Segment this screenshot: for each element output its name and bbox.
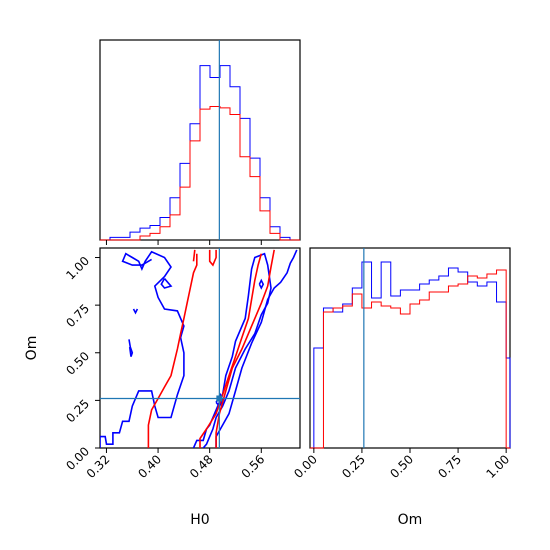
contour-blue-4 (215, 249, 298, 448)
contour-red-4 (192, 249, 196, 262)
om-hist-x-tick-label: 0.25 (339, 452, 368, 481)
contour-x-tick-label: 0.40 (135, 452, 164, 481)
x-axis-label-h0: H0 (190, 512, 209, 528)
om-hist-x-tick-label: 0.00 (291, 452, 320, 481)
om-histogram-panel: 0.00 0.25 0.50 0.75 1.00 Om (291, 247, 512, 528)
h0-histogram-series-red (100, 106, 300, 241)
om-hist-x-tick-label: 0.50 (387, 452, 416, 481)
contour-red-1 (199, 253, 263, 448)
h0-histogram-panel (99, 39, 301, 245)
contour-red-0 (147, 253, 198, 448)
om-hist-x-tick-label: 1.00 (483, 452, 512, 481)
contour-y-tick-label: 0.25 (63, 397, 92, 426)
contour-y-tick-label: 1.00 (63, 254, 92, 283)
om-hist-x-tick-label: 0.75 (435, 452, 464, 481)
y-axis-label-om: Om (24, 336, 40, 361)
contour-y-tick-label: 0.50 (63, 349, 92, 378)
contour-blue-6 (258, 278, 265, 290)
contour-x-tick-label: 0.48 (187, 452, 216, 481)
contour-blue-0 (100, 250, 185, 448)
om-histogram-series-red (310, 269, 510, 449)
x-axis-label-om: Om (398, 512, 423, 528)
om-histogram-series-blue (310, 261, 511, 449)
contour-blue-2 (128, 339, 134, 357)
contour-clip-group (100, 248, 300, 448)
h0-histogram-series-blue (100, 65, 300, 241)
h0-histogram-frame (99, 39, 301, 241)
contour-x-tick-label: 0.56 (239, 452, 268, 481)
contour-blue-1 (160, 277, 173, 289)
contour-red-3 (208, 249, 217, 267)
h0-om-contour-panel: 0.32 0.40 0.48 0.56 0.000.250.500.751.00 H0… (24, 247, 301, 528)
contour-blue-3 (132, 308, 139, 315)
contour-red-2 (215, 249, 275, 448)
truth-marker (216, 395, 223, 402)
contour-y-tick-label: 0.75 (63, 301, 92, 330)
